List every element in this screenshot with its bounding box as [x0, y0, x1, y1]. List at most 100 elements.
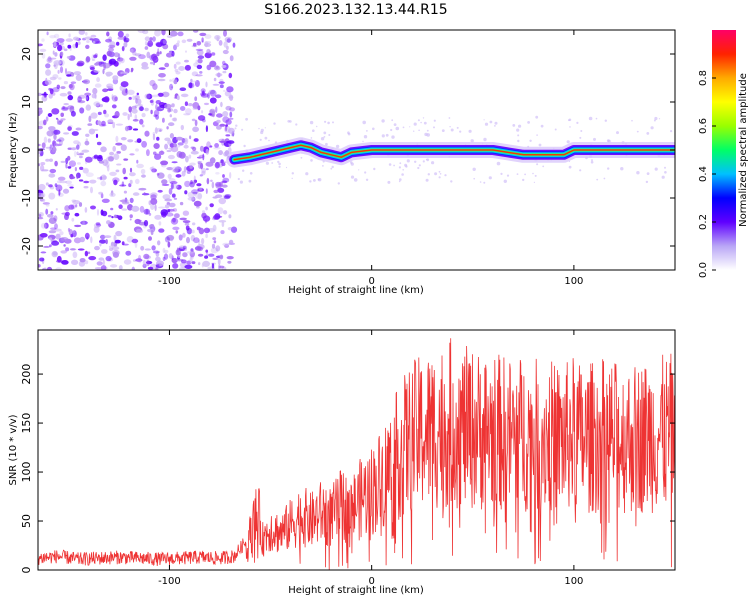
spectrogram-noise-blob [305, 172, 309, 176]
spectrogram-noise-blob [57, 44, 63, 52]
spectrogram-noise-blob [139, 106, 144, 112]
spectrogram-noise-blob [222, 111, 229, 117]
spectrogram-noise-blob [149, 54, 157, 61]
spectrogram-noise-blob [79, 155, 83, 159]
spectrogram-noise-blob [568, 165, 572, 169]
spectrogram-noise-blob [93, 54, 98, 59]
spectrogram-noise-blob [164, 103, 172, 109]
spectrogram-noise-blob [129, 153, 135, 156]
spectrogram-noise-blob [171, 213, 174, 217]
spectrogram-noise-blob [218, 40, 223, 46]
spectrogram-noise-blob [73, 71, 81, 76]
spectrogram-noise-blob [38, 43, 43, 47]
spectrogram-noise-blob [180, 259, 187, 264]
spectrogram-noise-blob [176, 95, 180, 101]
spectrogram-noise-blob [85, 104, 92, 111]
spectrogram-noise-blob [85, 133, 90, 137]
spectrogram-noise-blob [219, 254, 224, 260]
spectrogram-noise-blob [52, 87, 60, 93]
spectrogram-noise-blob [79, 258, 86, 263]
spectrogram-noise-blob [75, 146, 79, 150]
spectrogram-noise-blob [201, 110, 204, 114]
spectrogram-noise-blob [93, 101, 101, 107]
spectrogram-noise-blob [219, 265, 225, 269]
spectrogram-noise-blob [177, 31, 184, 37]
spectrogram-noise-blob [189, 162, 196, 166]
spectrogram-noise-blob [317, 178, 320, 181]
colorbar-gradient [712, 30, 736, 270]
spectrogram-noise-blob [48, 230, 57, 234]
spectrogram-noise-blob [483, 119, 485, 121]
spectrogram-noise-blob [99, 176, 103, 181]
spectrogram-noise-blob [277, 160, 280, 164]
spectrogram-noise-blob [57, 176, 66, 181]
spectrogram-noise-blob [237, 177, 240, 181]
spectrogram-noise-blobs [38, 30, 674, 270]
spectrogram-noise-blob [129, 112, 132, 118]
spectrogram-noise-blob [168, 122, 175, 127]
spectrogram-noise-blob [229, 107, 235, 112]
spectrogram-noise-blob [45, 146, 51, 149]
spectrogram-noise-blob [87, 123, 93, 126]
spectrogram-noise-blob [230, 226, 238, 233]
spectrogram-noise-blob [158, 221, 162, 226]
spectrogram-noise-blob [136, 92, 139, 96]
spectrogram-noise-blob [197, 105, 201, 111]
spectrogram-noise-blob [186, 251, 194, 254]
spectrogram-noise-blob [146, 93, 153, 100]
spectrogram-noise-blob [512, 124, 516, 127]
spectrogram-noise-blob [213, 214, 220, 220]
spectrogram-noise-blob [47, 138, 51, 143]
spectrogram-noise-blob [99, 239, 106, 244]
spectrogram-noise-blob [483, 137, 487, 142]
spectrogram-noise-blob [99, 124, 107, 127]
spectrogram-noise-blob [131, 205, 140, 212]
spectrogram-noise-blob [61, 260, 69, 265]
spectrogram-noise-blob [183, 113, 191, 116]
spectrogram-noise-blob [168, 188, 173, 195]
spectrogram-noise-blob [102, 175, 107, 180]
spectrogram-noise-blob [224, 36, 233, 43]
spectrogram-noise-blob [90, 112, 98, 119]
spectrogram-noise-blob [81, 149, 90, 153]
spectrogram-noise-blob [636, 130, 639, 133]
spectrogram-noise-blob [205, 125, 208, 133]
spectrogram-noise-blob [193, 200, 202, 207]
spectrogram-noise-blob [202, 260, 211, 267]
spectrogram-noise-blob [43, 267, 47, 270]
spectrogram-noise-blob [102, 68, 105, 75]
spectrogram-noise-blob [90, 34, 97, 38]
spectrogram-noise-blob [129, 179, 133, 185]
spectrogram-noise-blob [79, 236, 86, 243]
spectrogram-noise-blob [215, 183, 222, 189]
spectrogram-noise-blob [90, 236, 93, 244]
spectrogram-noise-blob [169, 30, 178, 37]
spectrogram-noise-blob [166, 149, 172, 153]
spectrogram-noise-blob [182, 220, 191, 224]
spectrogram-noise-blob [111, 104, 117, 109]
spectrogram-noise-blob [500, 172, 503, 175]
spectrogram-noise-blob [444, 174, 447, 177]
spectrogram-noise-blob [43, 222, 49, 229]
spectrogram-noise-blob [199, 32, 207, 37]
spectrogram-noise-blob [96, 77, 100, 83]
spectrogram-noise-blob [175, 61, 181, 65]
spectrogram-noise-blob [214, 143, 220, 148]
spectrogram-noise-blob [249, 172, 253, 175]
spectrogram-noise-blob [121, 46, 125, 52]
spectrogram-noise-blob [45, 63, 51, 69]
spectrogram-noise-blob [170, 146, 179, 153]
spectrogram-noise-blob [79, 152, 84, 155]
spectrogram-noise-blob [372, 127, 375, 131]
spectrogram-noise-blob [211, 263, 215, 269]
spectrogram-noise-blob [74, 224, 82, 228]
spectrogram-noise-blob [97, 120, 102, 126]
spectrogram-noise-blob [98, 160, 105, 164]
spectrogram-noise-blob [222, 70, 227, 74]
spectrogram-noise-blob [226, 86, 234, 93]
spectrogram-noise-blob [166, 126, 169, 130]
spectrogram-noise-blob [92, 40, 96, 44]
spectrogram-noise-blob [67, 155, 71, 161]
spectrogram-noise-blob [223, 195, 231, 200]
spectrogram-noise-blob [157, 78, 166, 82]
